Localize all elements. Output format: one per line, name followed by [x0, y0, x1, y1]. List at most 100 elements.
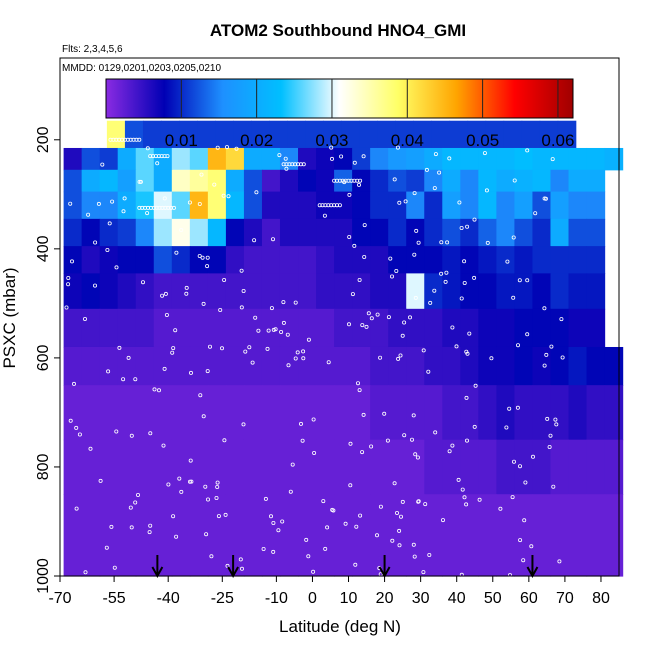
heat-cell	[243, 494, 263, 577]
measurement-point	[450, 325, 455, 330]
heat-cell	[424, 439, 443, 495]
heat-cell	[532, 218, 552, 247]
heat-cell	[81, 494, 101, 577]
heat-cell	[99, 308, 119, 348]
x-tick-label: 70	[556, 590, 574, 607]
heat-cell	[153, 169, 173, 193]
measurement-point	[68, 418, 73, 423]
heat-cell	[117, 147, 137, 171]
heat-cell	[442, 191, 461, 220]
heat-cell	[117, 169, 137, 193]
measurement-point	[414, 228, 419, 233]
measurement-point	[531, 454, 536, 459]
heat-cell	[550, 308, 570, 348]
measurement-point	[550, 157, 555, 162]
heat-cell	[460, 218, 479, 247]
measurement-point	[433, 152, 438, 157]
measurement-point	[462, 495, 467, 500]
heat-cell	[514, 385, 534, 441]
measurement-point	[215, 484, 220, 489]
measurement-point	[201, 301, 206, 306]
measurement-point	[171, 346, 176, 351]
heat-cell	[81, 346, 101, 386]
heat-cell	[279, 494, 299, 577]
measurement-point	[477, 497, 482, 502]
heat-cell	[532, 147, 552, 171]
heat-cell	[352, 273, 371, 310]
measurement-point	[456, 477, 461, 482]
colorbar-tick-label: 0.01	[165, 131, 198, 150]
measurement-point	[467, 331, 472, 336]
measurement-point	[197, 201, 202, 206]
measurement-point	[329, 145, 334, 150]
measurement-point	[400, 499, 405, 504]
heat-cell	[189, 169, 209, 193]
measurement-point	[129, 525, 134, 530]
heat-cell	[225, 494, 245, 577]
heat-cell	[99, 273, 119, 310]
measurement-point	[518, 538, 523, 543]
heat-cell	[568, 439, 588, 495]
measurement-point	[389, 274, 394, 279]
heat-cell	[207, 218, 227, 247]
measurement-point	[347, 192, 352, 197]
heat-cell	[514, 346, 534, 386]
measurement-point	[271, 521, 276, 526]
measurement-point	[325, 525, 330, 530]
measurement-point	[179, 489, 184, 494]
heat-cell	[478, 439, 497, 495]
heat-cell	[99, 169, 119, 193]
measurement-points	[64, 137, 565, 578]
measurement-point	[226, 194, 231, 199]
heat-cell	[117, 246, 137, 274]
heat-cell	[316, 439, 335, 495]
measurement-point	[152, 387, 157, 392]
heat-cell	[352, 147, 371, 171]
measurement-point	[279, 329, 284, 334]
heat-cell	[279, 273, 299, 310]
measurement-point	[293, 300, 298, 305]
measurement-point	[133, 377, 138, 382]
measurement-point	[298, 421, 303, 426]
measurement-point	[462, 280, 467, 285]
x-tick-label: 40	[448, 590, 466, 607]
measurement-point	[397, 528, 402, 533]
colorbar-tick-label: 0.02	[240, 131, 273, 150]
measurement-point	[398, 353, 403, 358]
heat-cell	[81, 246, 101, 274]
heat-cell	[298, 191, 317, 220]
measurement-point	[88, 446, 93, 451]
measurement-point	[378, 504, 383, 509]
measurement-point	[205, 369, 210, 374]
measurement-point	[362, 254, 367, 259]
heat-cell	[215, 120, 234, 149]
measurement-point	[138, 179, 143, 184]
measurement-point	[215, 145, 220, 150]
heat-cell	[532, 273, 552, 310]
heat-cell	[63, 346, 83, 386]
measurement-point	[162, 366, 167, 371]
measurement-point	[281, 320, 286, 325]
heat-cell	[370, 147, 389, 171]
heat-cell	[442, 273, 461, 310]
measurement-point	[364, 324, 369, 329]
heat-cell	[225, 439, 245, 495]
measurement-point	[177, 476, 182, 481]
heat-cell	[352, 308, 371, 348]
measurement-point	[189, 479, 194, 484]
measurement-point	[283, 156, 288, 161]
measurement-point	[173, 328, 178, 333]
measurement-point	[331, 508, 336, 513]
heat-cell	[442, 385, 461, 441]
heat-cell	[243, 385, 263, 441]
measurement-point	[239, 566, 244, 571]
heat-cell	[532, 439, 552, 495]
heat-cell	[225, 385, 245, 441]
heat-cell	[539, 120, 559, 149]
heat-cell	[424, 147, 443, 171]
heat-cell	[532, 191, 552, 220]
heat-cell	[63, 439, 83, 495]
measurement-point	[145, 211, 150, 216]
heat-cell	[586, 147, 606, 171]
